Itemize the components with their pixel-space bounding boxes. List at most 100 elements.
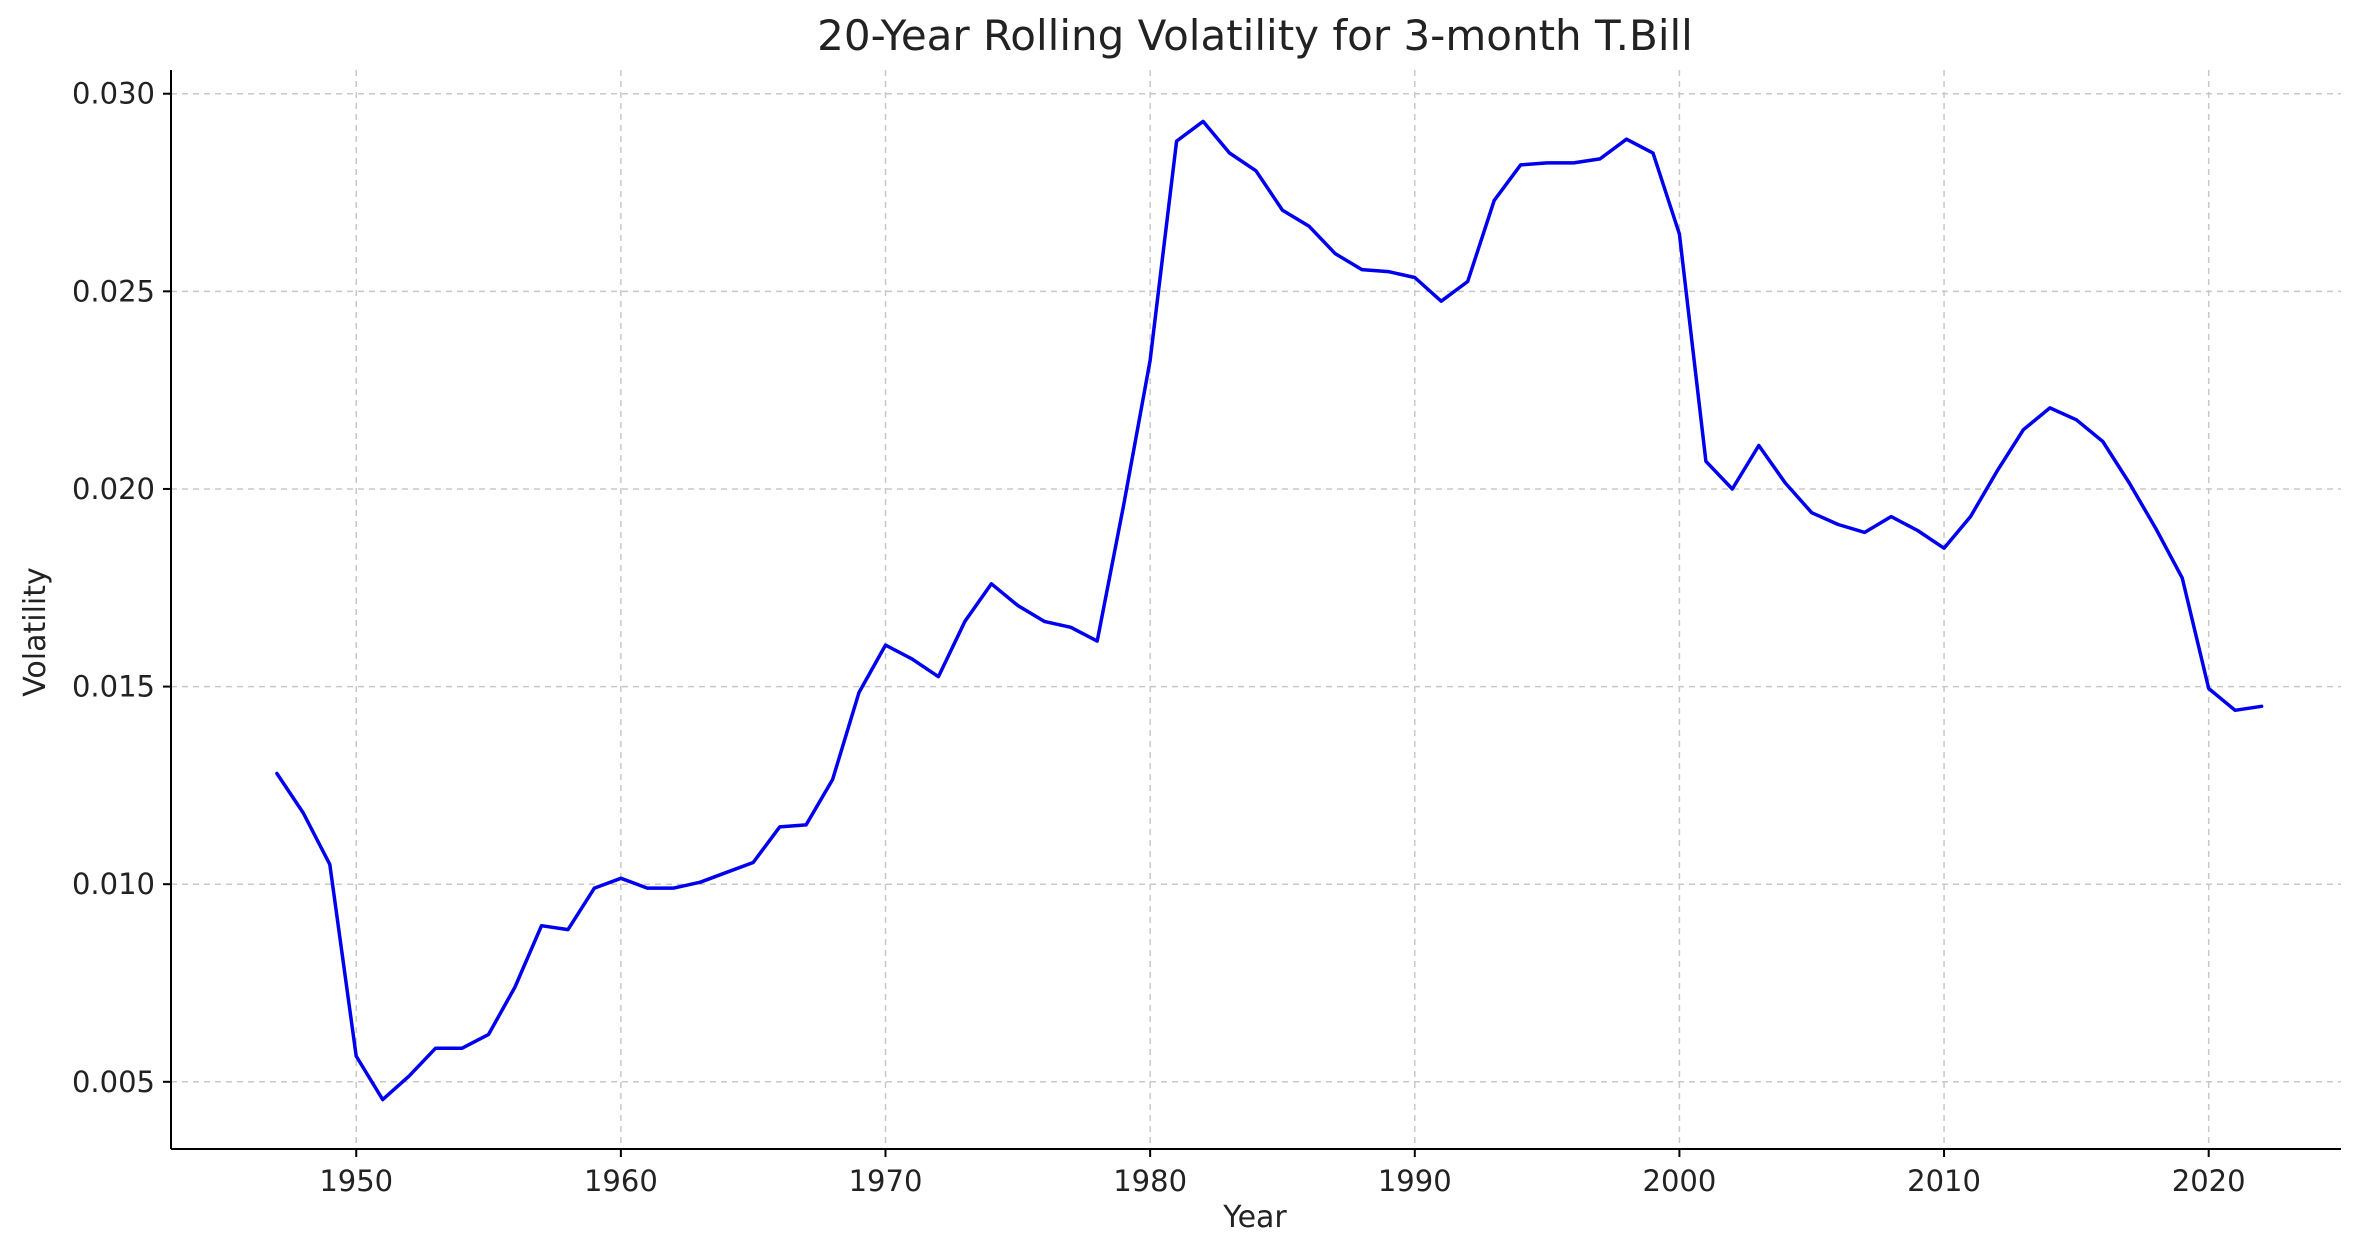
- data-point: [1625, 137, 1629, 141]
- data-point: [1281, 208, 1285, 212]
- data-point: [381, 1098, 385, 1102]
- data-point: [1201, 119, 1205, 123]
- grid-lines: [171, 70, 2341, 1149]
- data-point: [1333, 252, 1337, 256]
- x-tick-label: 1990: [1378, 1164, 1452, 1198]
- data-point: [1995, 469, 1999, 473]
- volatility-series-line: [275, 119, 2264, 1102]
- data-point: [1545, 161, 1549, 165]
- data-point: [1783, 481, 1787, 485]
- data-point: [963, 619, 967, 623]
- data-point: [592, 886, 596, 890]
- data-point: [1360, 268, 1364, 272]
- data-point: [460, 1046, 464, 1050]
- data-point: [1307, 224, 1311, 228]
- x-tick-label: 1960: [584, 1164, 658, 1198]
- data-point: [1254, 169, 1258, 173]
- data-point: [2260, 704, 2264, 708]
- data-point: [2101, 440, 2105, 444]
- data-point: [1889, 515, 1893, 519]
- x-ticks: 1950 1960 1970 1980 1990 2000 2010 2020: [319, 1149, 2246, 1198]
- data-point: [619, 876, 623, 880]
- data-point: [2154, 527, 2158, 531]
- data-point: [1519, 163, 1523, 167]
- data-point: [1836, 523, 1840, 527]
- data-point: [1466, 280, 1470, 284]
- x-axis-label: Year: [1222, 1200, 1287, 1235]
- data-point: [434, 1046, 438, 1050]
- data-point: [645, 886, 649, 890]
- data-point: [1730, 487, 1734, 491]
- y-axis-label: Volatility: [18, 567, 53, 697]
- y-tick-label: 0.025: [72, 274, 155, 308]
- data-point: [2180, 576, 2184, 580]
- data-point: [778, 825, 782, 829]
- y-tick-label: 0.030: [72, 77, 155, 111]
- x-tick-label: 1980: [1113, 1164, 1187, 1198]
- axes: [170, 70, 2341, 1150]
- data-point: [487, 1032, 491, 1036]
- data-point: [407, 1074, 411, 1078]
- data-point: [857, 691, 861, 695]
- data-point: [2021, 428, 2025, 432]
- data-point: [1095, 639, 1099, 643]
- data-point: [1677, 232, 1681, 236]
- x-tick-label: 1970: [849, 1164, 923, 1198]
- data-point: [1651, 151, 1655, 155]
- y-tick-label: 0.005: [72, 1065, 155, 1099]
- y-tick-label: 0.020: [72, 472, 155, 506]
- data-point: [1386, 270, 1390, 274]
- data-point: [1572, 161, 1576, 165]
- data-point: [831, 778, 835, 782]
- x-tick-label: 2010: [1907, 1164, 1981, 1198]
- data-point: [751, 861, 755, 865]
- data-point: [936, 675, 940, 679]
- data-point: [2233, 708, 2237, 712]
- data-point: [1122, 503, 1126, 507]
- data-point: [910, 657, 914, 661]
- x-tick-label: 1950: [319, 1164, 393, 1198]
- data-point: [1175, 139, 1179, 143]
- data-point: [1069, 625, 1073, 629]
- data-point: [328, 862, 332, 866]
- y-tick-label: 0.015: [72, 670, 155, 704]
- data-point: [1810, 511, 1814, 515]
- y-ticks: 0.005 0.010 0.015 0.020 0.025 0.030: [72, 77, 171, 1099]
- data-point: [275, 772, 279, 776]
- data-point: [301, 811, 305, 815]
- data-point: [1942, 546, 1946, 550]
- x-tick-label: 2020: [2172, 1164, 2246, 1198]
- data-point: [989, 582, 993, 586]
- data-point: [1413, 276, 1417, 280]
- data-point: [2207, 687, 2211, 691]
- volatility-data-points: [275, 119, 2264, 1101]
- data-point: [672, 886, 676, 890]
- data-point: [1704, 459, 1708, 463]
- data-point: [1598, 157, 1602, 161]
- data-point: [804, 823, 808, 827]
- data-point: [1042, 619, 1046, 623]
- data-point: [1228, 151, 1232, 155]
- data-point: [354, 1054, 358, 1058]
- data-point: [566, 928, 570, 932]
- y-tick-label: 0.010: [72, 867, 155, 901]
- data-point: [1492, 198, 1496, 202]
- data-point: [1148, 359, 1152, 363]
- chart-title: 20-Year Rolling Volatility for 3-month T…: [817, 11, 1693, 60]
- data-point: [884, 643, 888, 647]
- data-point: [2074, 418, 2078, 422]
- data-point: [1916, 529, 1920, 533]
- data-point: [2127, 481, 2131, 485]
- data-point: [698, 880, 702, 884]
- data-point: [513, 985, 517, 989]
- data-point: [1757, 444, 1761, 448]
- data-point: [1969, 515, 1973, 519]
- data-point: [725, 870, 729, 874]
- x-tick-label: 2000: [1643, 1164, 1717, 1198]
- data-point: [540, 924, 544, 928]
- data-point: [1863, 530, 1867, 534]
- data-point: [1016, 604, 1020, 608]
- series-layer: [275, 119, 2264, 1102]
